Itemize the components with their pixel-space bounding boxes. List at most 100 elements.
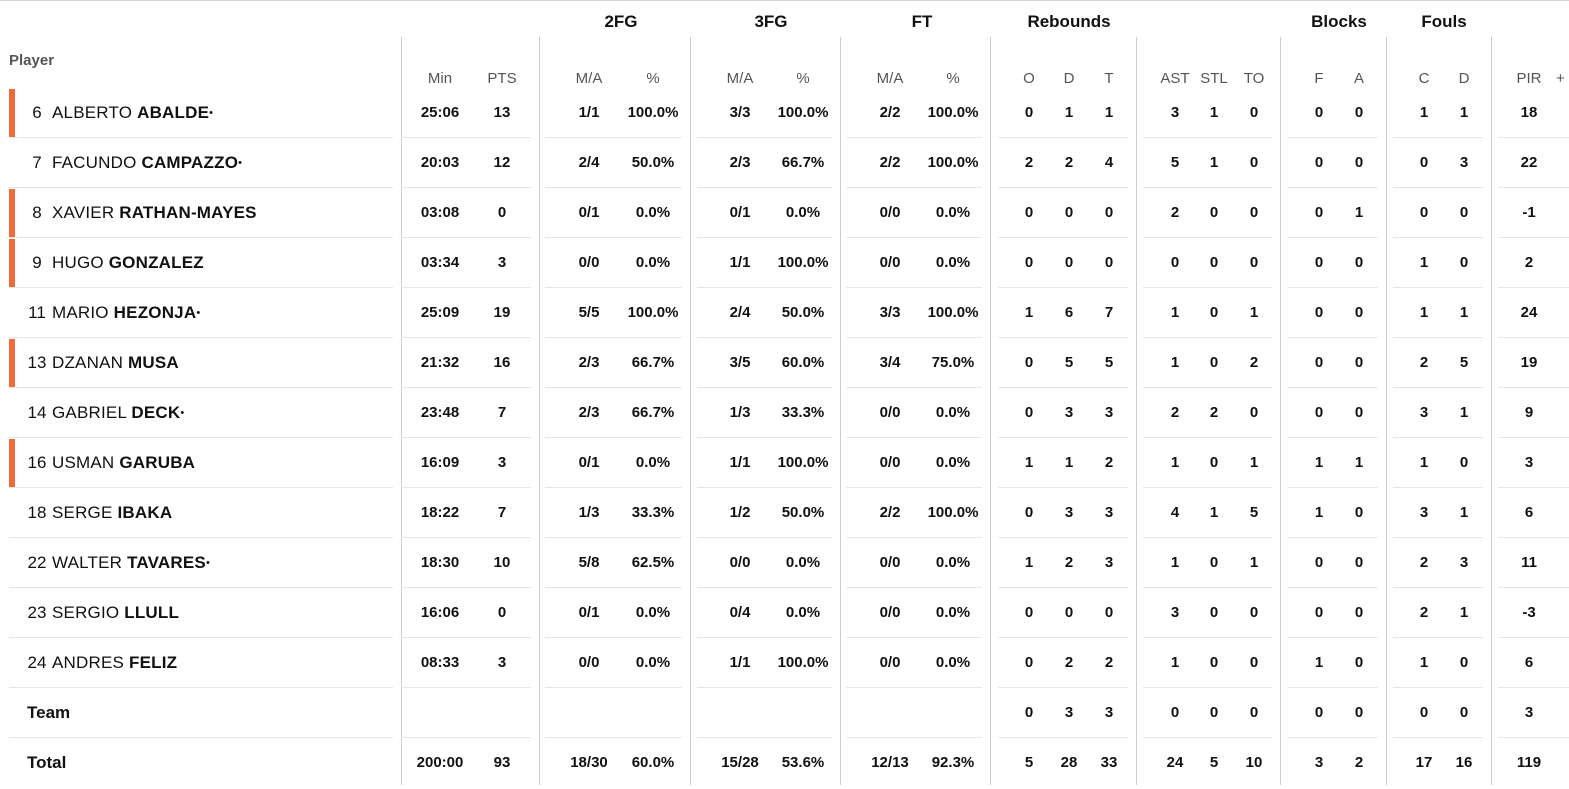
row-separator (1288, 187, 1378, 188)
cell-ft-pct: 100.0% (927, 104, 979, 121)
player-number: 22 (27, 553, 47, 572)
table-row[interactable]: 23 SERGIO LLULL 16:06 0 0/1 0.0% 0/4 0.0% 0/0 0.0… (0, 588, 1569, 638)
player-name-link[interactable]: DZANAN MUSA (52, 338, 179, 388)
group-header-fouls: Fouls (1421, 12, 1467, 31)
table-row[interactable]: 24 ANDRES FELIZ 08:33 3 0/0 0.0% 1/1 100.0% 0/0 0… (0, 638, 1569, 688)
total-label: Total (27, 753, 67, 772)
column-header-fg3-ma[interactable]: M/A (726, 70, 754, 87)
column-header-ast[interactable]: AST (1160, 70, 1190, 87)
cell-min: 200:00 (416, 754, 464, 771)
cell-ft-pct: 92.3% (931, 754, 975, 771)
cell-fg2-ma: 2/3 (578, 354, 600, 371)
column-header-ft-pct[interactable]: % (946, 70, 960, 87)
cell-bf: 1 (1314, 504, 1324, 521)
player-last-name: ABALDE (137, 103, 210, 122)
column-header-ft-ma[interactable]: M/A (876, 70, 904, 87)
cell-fg3-pct: 100.0% (777, 104, 829, 121)
cell-ast: 1 (1170, 354, 1180, 371)
player-name-link[interactable]: XAVIER RATHAN-MAYES (52, 188, 257, 238)
cell-pir: 2 (1524, 254, 1534, 271)
cell-fg3-ma: 3/5 (729, 354, 751, 371)
player-name-link[interactable]: FACUNDO CAMPAZZO• (52, 138, 242, 188)
row-separator (9, 587, 393, 588)
column-header-fg3-pct[interactable]: % (796, 70, 810, 87)
player-first-name: ALBERTO (52, 103, 133, 122)
player-name-link[interactable]: ALBERTO ABALDE• (52, 88, 213, 138)
starter-mark-icon: • (180, 407, 185, 419)
player-last-name: GONZALEZ (108, 253, 204, 272)
player-name-link[interactable]: HUGO GONZALEZ (52, 238, 204, 288)
cell-stl: 0 (1209, 554, 1219, 571)
cell-bf: 1 (1314, 654, 1324, 671)
row-separator (697, 537, 832, 538)
row-separator (401, 137, 531, 138)
player-number: 16 (27, 453, 47, 472)
player-name-link[interactable]: WALTER TAVARES• (52, 538, 210, 588)
cell-fd: 0 (1459, 654, 1469, 671)
table-row[interactable]: 11 MARIO HEZONJA• 25:09 19 5/5 100.0% 2/4 50.0%… (0, 288, 1569, 338)
row-separator (1393, 737, 1483, 738)
column-divider (690, 37, 691, 785)
cell-ast: 3 (1170, 104, 1180, 121)
column-header-t[interactable]: T (1104, 70, 1114, 87)
column-header-stl[interactable]: STL (1200, 70, 1228, 87)
row-separator (1393, 487, 1483, 488)
cell-ba: 0 (1354, 104, 1364, 121)
cell-fd: 0 (1459, 704, 1469, 721)
table-row[interactable]: 18 SERGE IBAKA 18:22 7 1/3 33.3% 1/2 50.0% 2/2 10… (0, 488, 1569, 538)
player-name-link[interactable]: MARIO HEZONJA• (52, 288, 200, 338)
table-row[interactable]: 13 DZANAN MUSA 21:32 16 2/3 66.7% 3/5 60.0% 3/4 7… (0, 338, 1569, 388)
player-name-link[interactable]: SERGIO LLULL (52, 588, 179, 638)
column-header-fc[interactable]: C (1418, 70, 1430, 87)
table-row[interactable]: 22 WALTER TAVARES• 18:30 10 5/8 62.5% 0/0 0.0% 0… (0, 538, 1569, 588)
cell-t: 4 (1104, 154, 1114, 171)
player-first-name: USMAN (52, 453, 115, 472)
column-header-min[interactable]: Min (427, 70, 453, 87)
cell-min: 23:48 (420, 404, 460, 421)
column-header-ba[interactable]: A (1353, 70, 1364, 87)
column-header-plus-minus[interactable]: + (1556, 70, 1565, 87)
group-header-ft: FT (911, 12, 933, 31)
cell-stl: 0 (1209, 704, 1219, 721)
table-row[interactable]: 14 GABRIEL DECK• 23:48 7 2/3 66.7% 1/3 33.3% 0/0… (0, 388, 1569, 438)
player-name-link[interactable]: GABRIEL DECK• (52, 388, 184, 438)
team-row: Team 0 3 3 0 0 0 0 0 0 0 3 (0, 688, 1569, 738)
cell-stl: 0 (1209, 354, 1219, 371)
table-row[interactable]: 6 ALBERTO ABALDE• 25:06 13 1/1 100.0% 3/3 100.0… (0, 88, 1569, 138)
table-row[interactable]: 9 HUGO GONZALEZ 03:34 3 0/0 0.0% 1/1 100.0% 0/0 0… (0, 238, 1569, 288)
cell-fg2-pct: 33.3% (631, 504, 675, 521)
player-name-link[interactable]: USMAN GARUBA (52, 438, 195, 488)
column-header-to[interactable]: TO (1243, 70, 1265, 87)
player-name-link[interactable]: SERGE IBAKA (52, 488, 172, 538)
cell-ft-ma: 12/13 (871, 754, 909, 771)
cell-fg2-pct (621, 688, 685, 738)
column-header-bf[interactable]: F (1314, 70, 1324, 87)
row-separator (998, 587, 1128, 588)
cell-fg3-pct: 60.0% (781, 354, 825, 371)
player-name-link[interactable]: ANDRES FELIZ (52, 638, 177, 688)
cell-fd: 5 (1459, 354, 1469, 371)
player-number: 23 (27, 603, 47, 622)
row-separator (1498, 137, 1569, 138)
row-separator (846, 237, 982, 238)
player-last-name: GARUBA (119, 453, 196, 472)
column-header-fg2-pct[interactable]: % (646, 70, 660, 87)
table-row[interactable]: 8 XAVIER RATHAN-MAYES 03:08 0 0/1 0.0% 0/1 0.0%… (0, 188, 1569, 238)
cell-fd: 3 (1459, 154, 1469, 171)
column-header-fg2-ma[interactable]: M/A (575, 70, 603, 87)
cell-ft-ma: 0/0 (879, 604, 901, 621)
cell-pts: 12 (493, 154, 511, 171)
column-header-o[interactable]: O (1023, 70, 1035, 87)
table-row[interactable]: 7 FACUNDO CAMPAZZO• 20:03 12 2/4 50.0% 2/3 66.7… (0, 138, 1569, 188)
row-separator (1143, 687, 1272, 688)
row-separator (846, 737, 982, 738)
column-header-fd[interactable]: D (1458, 70, 1470, 87)
column-header-pts[interactable]: PTS (487, 70, 517, 87)
cell-ft-pct: 0.0% (935, 204, 971, 221)
table-row[interactable]: 16 USMAN GARUBA 16:09 3 0/1 0.0% 1/1 100.0% 0/0 0… (0, 438, 1569, 488)
column-header-pir[interactable]: PIR (1516, 70, 1542, 87)
player-last-name: DECK (131, 403, 181, 422)
cell-d: 3 (1064, 704, 1074, 721)
column-header-d[interactable]: D (1063, 70, 1075, 87)
row-separator (9, 737, 393, 738)
